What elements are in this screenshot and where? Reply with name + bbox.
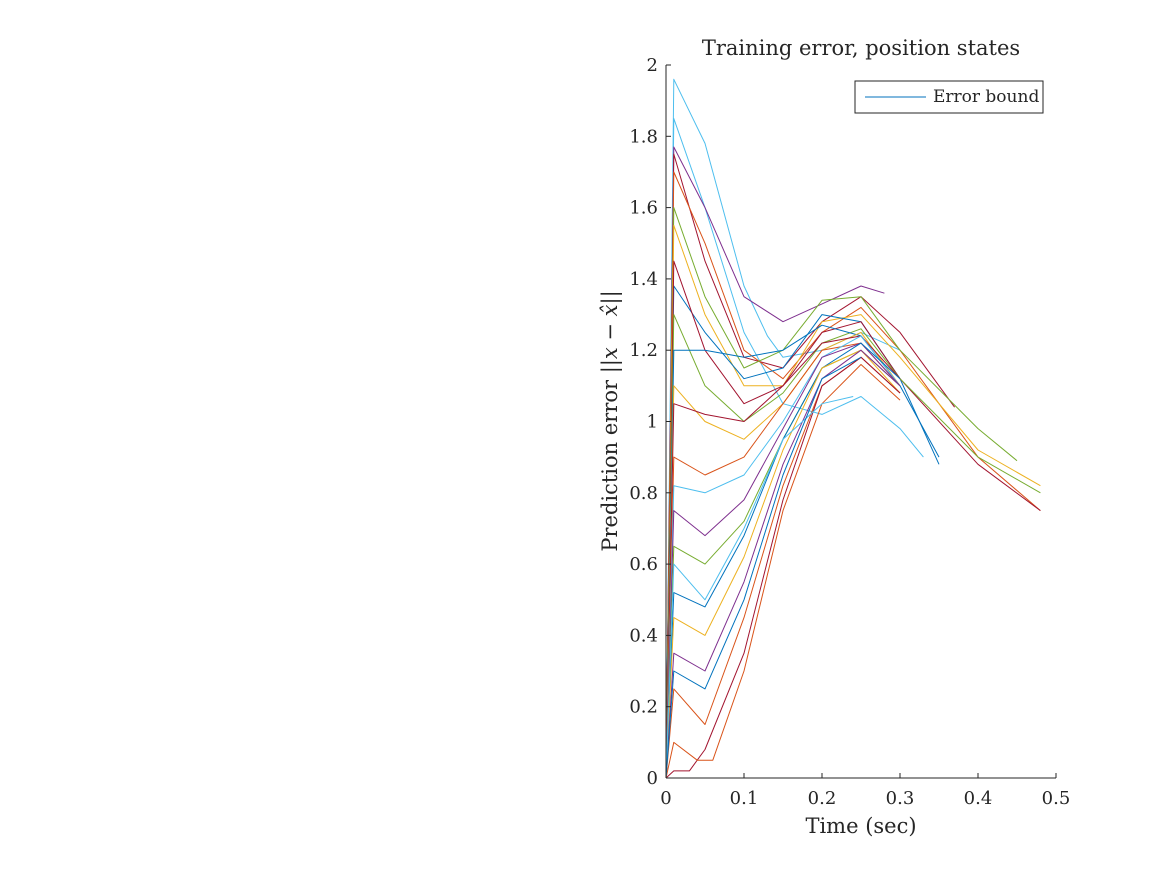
y-tick-label: 0.8 bbox=[629, 483, 658, 504]
plot-area bbox=[666, 65, 1056, 778]
y-tick-label: 1.8 bbox=[629, 126, 658, 147]
series-line-16 bbox=[665, 342, 901, 779]
series-line-6 bbox=[665, 207, 1018, 779]
legend: Error bound bbox=[854, 80, 1044, 114]
y-tick-label: 0 bbox=[647, 768, 658, 789]
series-line-23 bbox=[665, 364, 901, 779]
series-line-14 bbox=[665, 342, 901, 779]
x-tick-label: 0.4 bbox=[964, 788, 993, 809]
series-line-13 bbox=[665, 335, 901, 779]
y-axis-title-text: Prediction error bbox=[598, 373, 622, 551]
y-tick-label: 1 bbox=[647, 412, 658, 433]
x-tick-label: 0.3 bbox=[886, 788, 915, 809]
series-line-9 bbox=[665, 260, 1041, 779]
y-tick-label: 1.6 bbox=[629, 198, 658, 219]
series-line-20 bbox=[665, 349, 901, 779]
y-tick-label: 0.4 bbox=[629, 625, 658, 646]
series-layer bbox=[665, 78, 1041, 779]
y-tick-label: 1.4 bbox=[629, 269, 658, 290]
y-tick-label: 2 bbox=[647, 55, 658, 76]
y-tick-label: 1.2 bbox=[629, 340, 658, 361]
y-tick-label: 0.2 bbox=[629, 697, 658, 718]
series-line-24 bbox=[665, 396, 854, 779]
ticks: 0 0.1 0.2 0.3 0.4 0.5 0 0.2 0.4 0.6 0.8 1 1.2 1.4 1.6 1… bbox=[629, 55, 1070, 809]
series-line-18 bbox=[665, 342, 901, 779]
legend-label: Error bound bbox=[933, 87, 1039, 107]
series-line-22 bbox=[665, 356, 901, 779]
series-line-15 bbox=[665, 335, 901, 779]
x-tick-label: 0.5 bbox=[1042, 788, 1071, 809]
series-line-7 bbox=[665, 224, 1041, 779]
series-line-25 bbox=[665, 356, 862, 779]
x-axis-title: Time (sec) bbox=[805, 814, 916, 838]
x-tick-label: 0.2 bbox=[808, 788, 837, 809]
y-tick-label: 0.6 bbox=[629, 554, 658, 575]
series-line-3 bbox=[665, 146, 885, 779]
series-line-19 bbox=[665, 349, 901, 779]
x-tick-label: 0.1 bbox=[730, 788, 759, 809]
x-tick-label: 0 bbox=[660, 788, 671, 809]
y-axis-title-math: ||x − x̂|| bbox=[598, 290, 623, 373]
series-line-12 bbox=[665, 331, 901, 779]
y-axis-title: Prediction error ||x − x̂|| bbox=[598, 290, 623, 551]
chart-title: Training error, position states bbox=[702, 36, 1020, 60]
